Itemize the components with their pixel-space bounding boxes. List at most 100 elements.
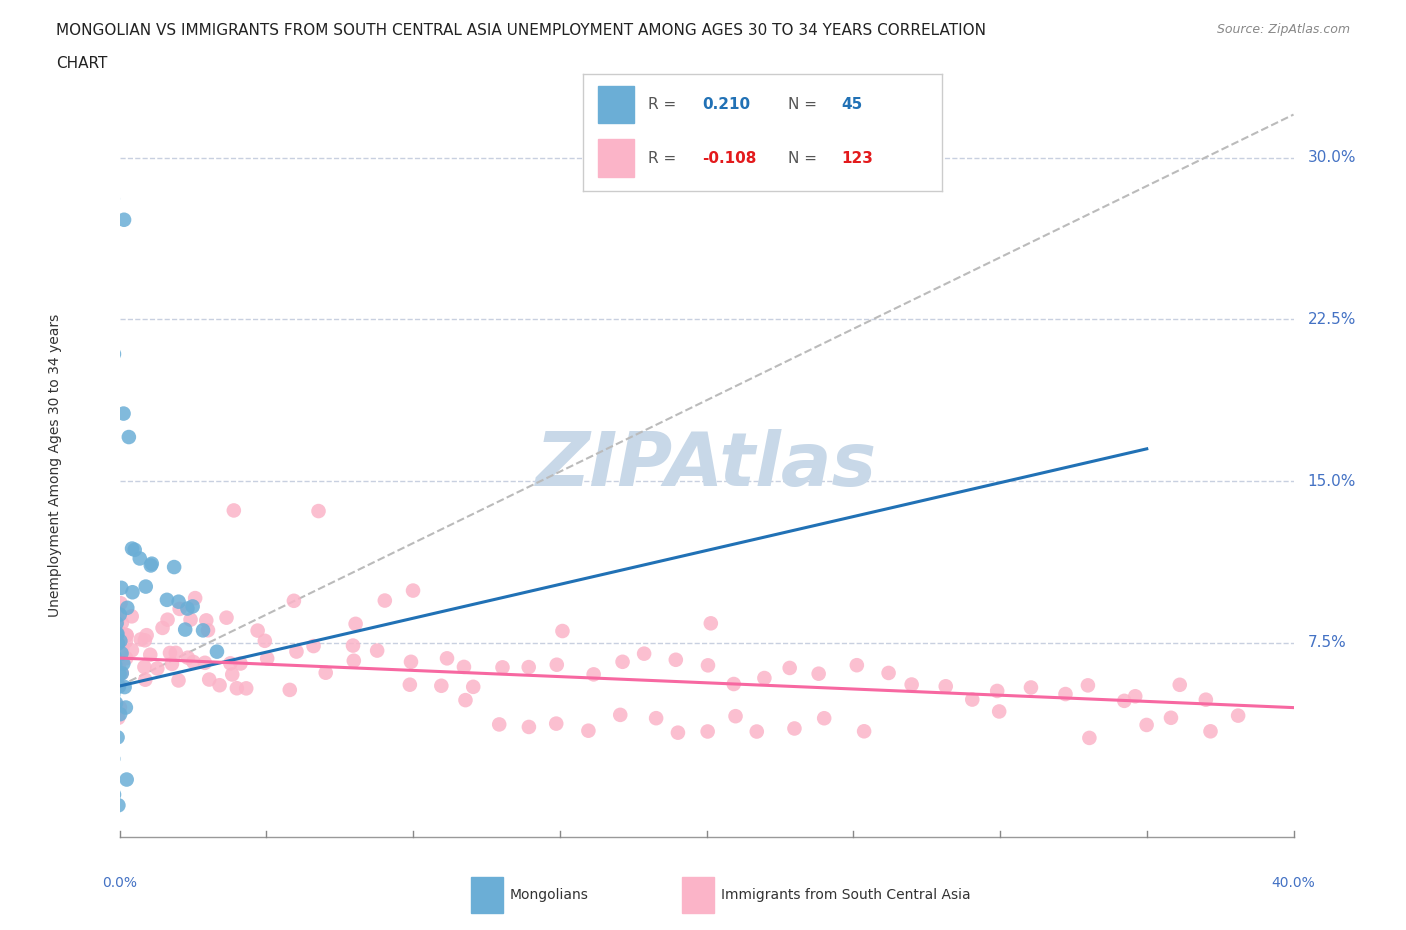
Text: 123: 123 bbox=[842, 151, 873, 166]
Point bbox=[665, 652, 688, 667]
Point bbox=[517, 659, 540, 674]
Text: 15.0%: 15.0% bbox=[1308, 473, 1355, 488]
Point bbox=[108, 707, 131, 722]
Point bbox=[576, 724, 599, 738]
Point bbox=[110, 633, 132, 648]
Text: 7.5%: 7.5% bbox=[1308, 635, 1347, 650]
Point bbox=[134, 632, 156, 647]
Point bbox=[198, 672, 221, 687]
Point bbox=[114, 680, 136, 695]
Point bbox=[197, 623, 219, 638]
Text: N =: N = bbox=[787, 97, 821, 113]
Point bbox=[1054, 686, 1077, 701]
Point bbox=[107, 677, 129, 692]
Point bbox=[108, 607, 131, 622]
Point bbox=[546, 716, 568, 731]
Point bbox=[114, 634, 136, 649]
Point bbox=[134, 672, 156, 687]
Point bbox=[246, 623, 269, 638]
Text: Unemployment Among Ages 30 to 34 years: Unemployment Among Ages 30 to 34 years bbox=[48, 313, 62, 617]
Point bbox=[488, 717, 510, 732]
Point bbox=[103, 648, 125, 663]
Point bbox=[517, 720, 540, 735]
Point bbox=[100, 693, 122, 708]
Point bbox=[184, 591, 207, 605]
Point bbox=[700, 616, 723, 631]
Text: 40.0%: 40.0% bbox=[1271, 876, 1316, 890]
Point bbox=[754, 671, 776, 685]
Point bbox=[115, 700, 138, 715]
Point bbox=[107, 629, 129, 644]
Point bbox=[146, 661, 169, 676]
Bar bbox=[598, 140, 634, 177]
Point bbox=[430, 678, 453, 693]
Bar bbox=[682, 877, 713, 913]
Point bbox=[551, 624, 574, 639]
Point bbox=[582, 667, 605, 682]
Text: 22.5%: 22.5% bbox=[1308, 312, 1355, 327]
Point bbox=[183, 655, 205, 670]
Point bbox=[103, 751, 125, 766]
Point bbox=[128, 551, 150, 565]
Point bbox=[103, 687, 125, 702]
Point bbox=[962, 692, 984, 707]
Point bbox=[877, 666, 900, 681]
Point bbox=[1136, 718, 1159, 733]
Point bbox=[935, 679, 957, 694]
Text: MONGOLIAN VS IMMIGRANTS FROM SOUTH CENTRAL ASIA UNEMPLOYMENT AMONG AGES 30 TO 34: MONGOLIAN VS IMMIGRANTS FROM SOUTH CENTR… bbox=[56, 23, 986, 38]
Point bbox=[195, 613, 218, 628]
Point bbox=[1114, 694, 1136, 709]
Point bbox=[779, 660, 801, 675]
Point bbox=[454, 693, 477, 708]
Point bbox=[1019, 680, 1042, 695]
Point bbox=[107, 608, 129, 623]
Text: 45: 45 bbox=[842, 97, 863, 113]
Point bbox=[666, 725, 689, 740]
Point bbox=[723, 677, 745, 692]
Point bbox=[101, 192, 124, 206]
Point bbox=[1078, 730, 1101, 745]
Bar bbox=[471, 877, 503, 913]
Point bbox=[167, 594, 190, 609]
Point bbox=[107, 626, 129, 641]
Text: 30.0%: 30.0% bbox=[1308, 151, 1357, 166]
Text: R =: R = bbox=[648, 151, 681, 166]
Point bbox=[115, 772, 138, 787]
Point bbox=[225, 681, 247, 696]
Point bbox=[343, 653, 366, 668]
Point bbox=[724, 709, 747, 724]
Point bbox=[374, 593, 396, 608]
Point bbox=[110, 596, 132, 611]
Point bbox=[546, 658, 568, 672]
Point bbox=[278, 683, 301, 698]
Point bbox=[110, 666, 132, 681]
Point bbox=[121, 585, 143, 600]
Point bbox=[121, 609, 143, 624]
Point bbox=[176, 601, 198, 616]
Point bbox=[159, 645, 181, 660]
Point bbox=[108, 660, 131, 675]
Point bbox=[181, 599, 204, 614]
Point bbox=[215, 610, 238, 625]
Point bbox=[103, 787, 125, 802]
Point bbox=[124, 542, 146, 557]
Point bbox=[111, 616, 134, 631]
Point bbox=[612, 655, 634, 670]
Point bbox=[222, 503, 245, 518]
Point bbox=[141, 556, 163, 571]
Point bbox=[156, 612, 179, 627]
Text: R =: R = bbox=[648, 97, 681, 113]
Point bbox=[107, 614, 129, 629]
Point bbox=[134, 659, 156, 674]
Point bbox=[163, 560, 186, 575]
Point bbox=[1160, 711, 1182, 725]
Point bbox=[229, 656, 252, 671]
Point bbox=[344, 617, 367, 631]
Point bbox=[491, 660, 513, 675]
Point bbox=[1077, 678, 1099, 693]
Point bbox=[167, 673, 190, 688]
Point bbox=[115, 628, 138, 643]
Point bbox=[256, 651, 278, 666]
Point bbox=[108, 667, 131, 682]
Point bbox=[115, 628, 138, 643]
